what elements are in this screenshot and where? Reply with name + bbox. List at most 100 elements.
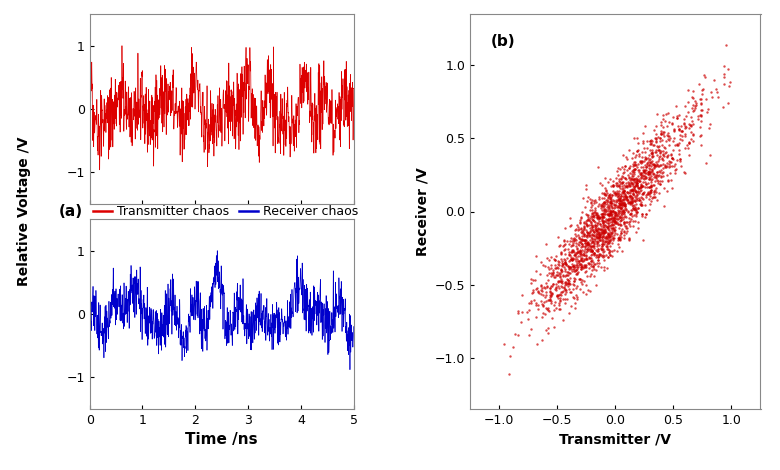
Point xyxy=(601,253,614,260)
Point xyxy=(566,265,579,273)
Point xyxy=(527,297,540,304)
Point xyxy=(637,195,650,203)
Point xyxy=(597,218,610,225)
Point xyxy=(605,239,618,246)
Point xyxy=(545,282,558,290)
Point xyxy=(645,167,658,174)
Point xyxy=(583,231,596,238)
Point xyxy=(575,256,587,264)
Point xyxy=(596,189,608,197)
Point xyxy=(617,196,629,204)
Point xyxy=(609,209,622,216)
Point xyxy=(550,264,562,272)
Point xyxy=(599,174,612,182)
Point xyxy=(669,161,682,168)
Point xyxy=(604,193,617,201)
Point xyxy=(632,187,644,194)
Point xyxy=(540,288,552,296)
Point xyxy=(584,242,597,250)
Point xyxy=(611,193,623,200)
Point xyxy=(590,259,603,266)
Point xyxy=(606,216,619,223)
Point xyxy=(651,168,663,176)
Point xyxy=(591,238,604,246)
Point xyxy=(548,298,561,306)
Point xyxy=(612,210,624,218)
Point xyxy=(665,176,677,183)
Point xyxy=(622,208,634,215)
Point xyxy=(626,194,639,202)
Point xyxy=(545,282,558,290)
Point xyxy=(580,228,593,236)
Point xyxy=(580,255,593,263)
Point xyxy=(576,254,588,262)
Point xyxy=(593,214,605,222)
Point xyxy=(602,221,615,229)
Point xyxy=(541,271,554,279)
Point xyxy=(571,250,583,257)
Point xyxy=(644,197,657,205)
Point xyxy=(639,169,651,177)
Point xyxy=(636,194,648,201)
Point xyxy=(504,352,516,360)
Point xyxy=(648,164,661,172)
Point xyxy=(617,202,629,209)
Point xyxy=(657,152,669,159)
Point xyxy=(610,219,622,227)
Point xyxy=(640,155,653,163)
Point xyxy=(594,232,606,239)
Point xyxy=(583,231,596,239)
Point xyxy=(622,208,635,216)
Point xyxy=(593,251,605,258)
Point xyxy=(634,164,647,171)
Point xyxy=(587,262,599,269)
Point xyxy=(659,162,672,169)
Point xyxy=(544,284,556,291)
Point xyxy=(600,251,612,259)
Point xyxy=(616,188,629,195)
Point xyxy=(573,275,585,283)
Point xyxy=(573,257,586,265)
Point xyxy=(558,285,571,292)
Point xyxy=(647,193,659,201)
Point xyxy=(570,266,583,274)
Point xyxy=(564,263,576,271)
Point xyxy=(626,160,639,168)
Point xyxy=(621,195,633,203)
Point xyxy=(636,190,648,197)
Point xyxy=(621,156,633,163)
Point xyxy=(600,232,612,240)
Point xyxy=(618,219,630,227)
Point xyxy=(581,248,594,255)
Point xyxy=(555,249,567,257)
Point xyxy=(580,241,593,248)
Point xyxy=(605,208,618,215)
Point xyxy=(571,221,583,228)
Point xyxy=(638,175,651,182)
Point xyxy=(573,216,586,224)
Point xyxy=(565,288,577,296)
Point xyxy=(657,160,669,168)
Point xyxy=(628,178,640,186)
Point xyxy=(655,173,668,180)
Point xyxy=(584,212,597,220)
Point xyxy=(647,181,659,188)
Point xyxy=(567,293,580,301)
Point xyxy=(602,234,615,242)
Point xyxy=(614,231,626,238)
Point xyxy=(623,190,636,197)
Point xyxy=(573,234,585,242)
Point xyxy=(701,105,714,112)
Point xyxy=(658,128,670,135)
Point xyxy=(642,190,654,198)
Point xyxy=(608,231,620,238)
Point xyxy=(565,302,577,310)
Point xyxy=(627,189,640,197)
Point xyxy=(569,226,582,233)
Point xyxy=(548,301,560,309)
Point xyxy=(673,125,686,133)
Point xyxy=(597,213,609,221)
Point xyxy=(587,258,599,266)
Point xyxy=(586,256,598,264)
Point xyxy=(659,118,672,125)
